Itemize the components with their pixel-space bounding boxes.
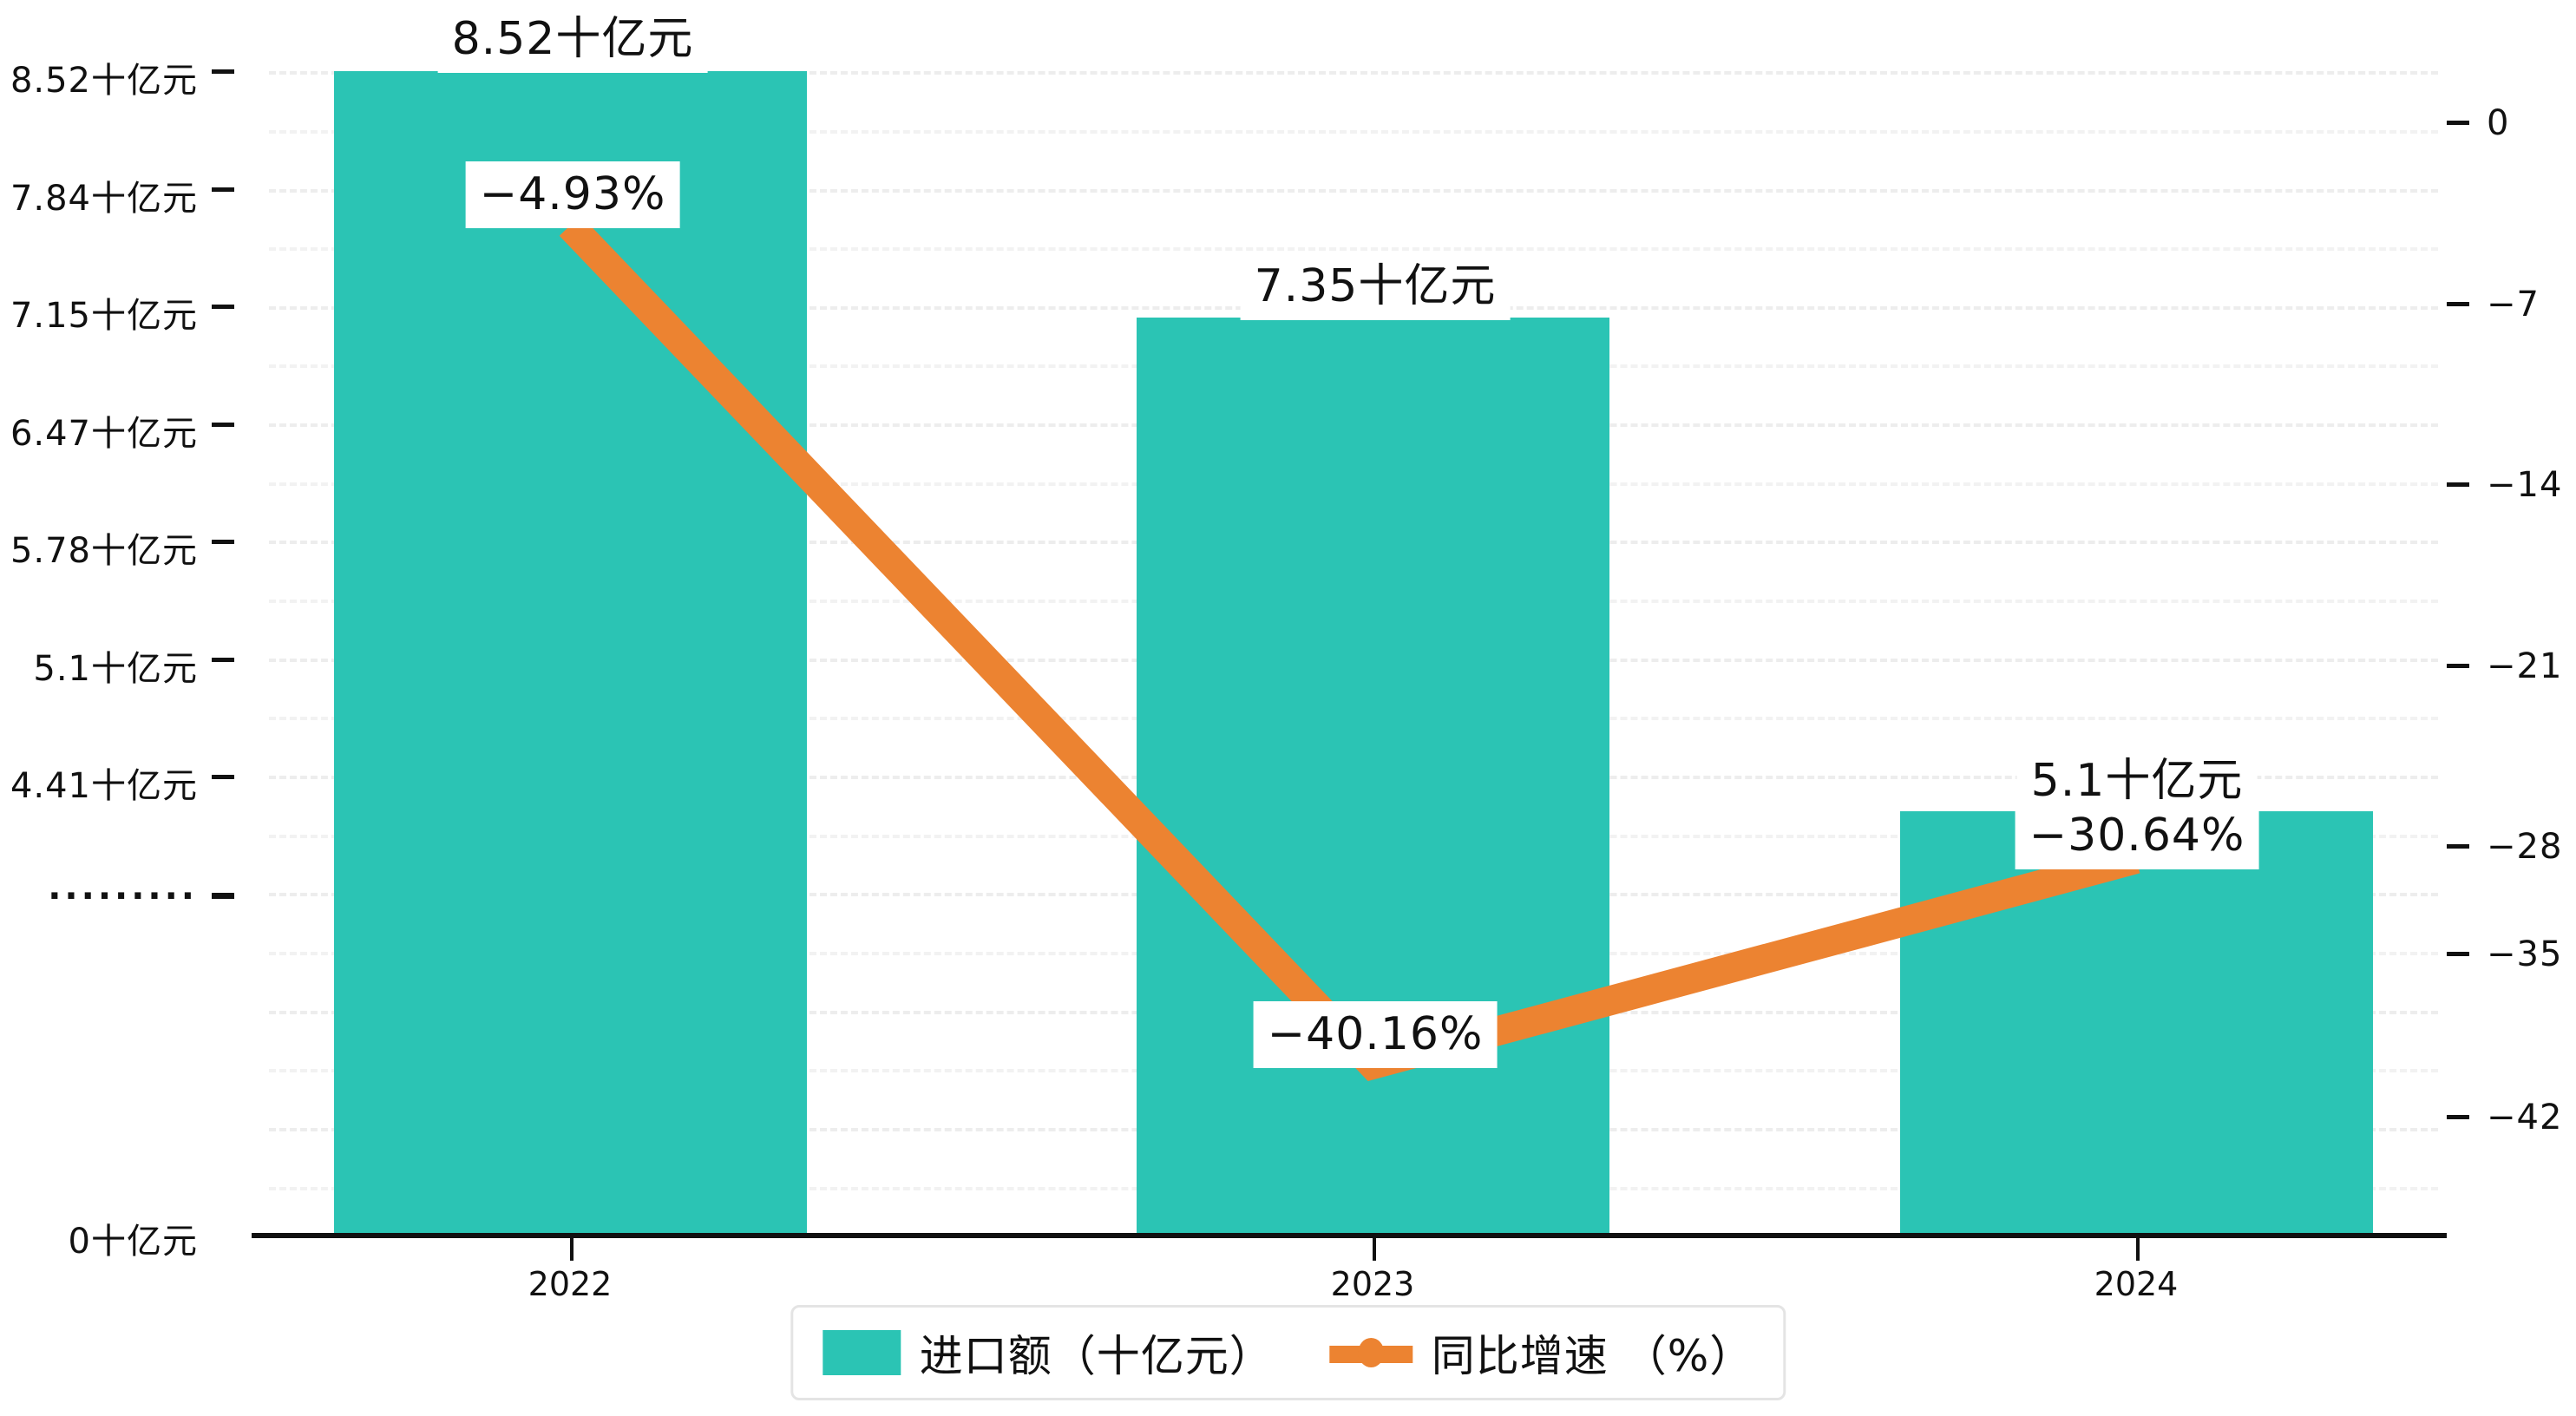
legend-label-import-amount: 进口额（十亿元） (919, 1331, 1274, 1381)
y-axis-left-tick (212, 658, 234, 662)
y-axis-left-label-4-41: 4.41十亿元 (10, 766, 198, 806)
y-axis-left-label-7-84: 7.84十亿元 (10, 179, 198, 219)
y-axis-left-label-6-47: 6.47十亿元 (10, 414, 198, 454)
y-axis-left-label-8-52: 8.52十亿元 (10, 61, 198, 101)
y-axis-right-tick (2447, 1115, 2469, 1119)
y-axis-left-label-0: 0十亿元 (68, 1222, 198, 1262)
bar-2024[interactable] (1900, 811, 2373, 1235)
x-tick-2023 (1373, 1238, 1376, 1261)
gridline-minor (269, 130, 2438, 134)
y-axis-left-tick (212, 187, 234, 192)
bar-2023[interactable] (1137, 318, 1609, 1235)
y-axis-right-label-minus35: −35 (2487, 934, 2563, 974)
line-marker-swatch-icon (1328, 1330, 1413, 1375)
gridline-major (269, 71, 2438, 75)
legend-item-import-amount[interactable]: 进口额（十亿元） (822, 1321, 1274, 1384)
line-value-label-2022: −4.93% (465, 161, 680, 229)
y-axis-right-label-minus14: −14 (2487, 465, 2563, 505)
y-axis-right-tick (2447, 482, 2469, 487)
y-axis-left-tick (212, 775, 234, 779)
x-axis-line (252, 1233, 2447, 1238)
line-value-label-2024: −30.64% (2015, 803, 2259, 870)
legend-item-growth-rate[interactable]: 同比增速 （%） (1328, 1321, 1754, 1384)
y-axis-left-label-5-1: 5.1十亿元 (33, 649, 198, 689)
x-axis-label-2023: 2023 (1330, 1265, 1415, 1303)
y-axis-right-label-minus7: −7 (2487, 285, 2540, 324)
y-axis-left-label-ellipsis: ......... (48, 868, 198, 908)
y-axis-left-tick (212, 540, 234, 544)
bar-value-label-2022: 8.52十亿元 (437, 6, 708, 74)
y-axis-left-tick (212, 893, 234, 899)
y-axis-left-tick (212, 69, 234, 74)
y-axis-right-label-minus28: −28 (2487, 827, 2563, 867)
x-axis-label-2024: 2024 (2094, 1265, 2179, 1303)
y-axis-right-tick (2447, 121, 2469, 125)
bar-2022[interactable] (334, 71, 807, 1235)
y-axis-right-label-minus21: −21 (2487, 646, 2563, 686)
bar-value-label-2023: 7.35十亿元 (1240, 253, 1511, 321)
y-axis-left-tick (212, 423, 234, 427)
x-tick-2022 (570, 1238, 574, 1261)
y-axis-right-tick (2447, 302, 2469, 306)
y-axis-left-label-5-78: 5.78十亿元 (10, 531, 198, 571)
x-axis-label-2022: 2022 (528, 1265, 613, 1303)
y-axis-right-tick (2447, 844, 2469, 849)
y-axis-right-label-0: 0 (2487, 103, 2510, 143)
x-tick-2024 (2136, 1238, 2140, 1261)
y-axis-right-label-minus42: −42 (2487, 1098, 2563, 1137)
bar-swatch-icon (822, 1330, 901, 1375)
legend-label-growth-rate: 同比增速 （%） (1431, 1331, 1754, 1381)
line-value-label-2023: −40.16% (1253, 1001, 1498, 1069)
y-axis-left-tick (212, 305, 234, 309)
y-axis-left-label-7-15: 7.15十亿元 (10, 296, 198, 336)
chart-legend: 进口额（十亿元） 同比增速 （%） (790, 1305, 1786, 1400)
y-axis-right-tick (2447, 952, 2469, 956)
gridline-major (269, 189, 2438, 193)
y-axis-right-tick (2447, 664, 2469, 668)
